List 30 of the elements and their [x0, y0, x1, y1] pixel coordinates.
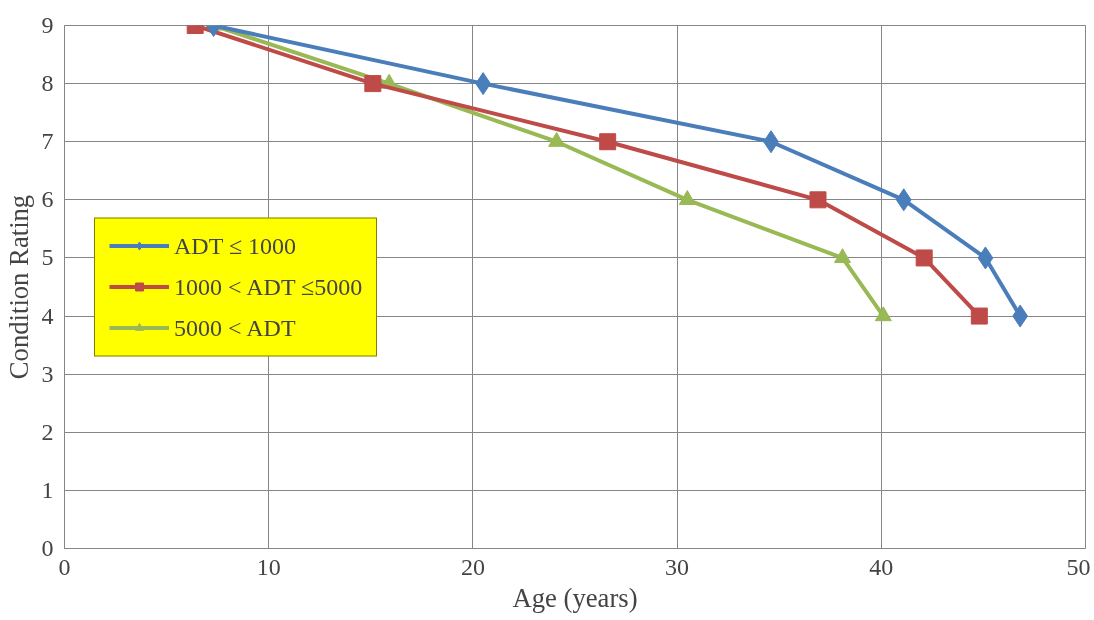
point: [809, 191, 827, 209]
point: [834, 248, 851, 264]
x-tick-label: 10: [256, 553, 281, 580]
x-tick-label: 20: [460, 553, 485, 580]
y-tick-label: 5: [41, 244, 54, 271]
y-tick-label: 3: [41, 360, 54, 387]
y-tick-label: 6: [41, 186, 54, 213]
point: [977, 246, 994, 270]
x-axis-title: Age (years): [512, 582, 638, 613]
point: [874, 306, 892, 322]
y-tick-label: 8: [41, 70, 54, 97]
x-tick-label: 0: [58, 553, 71, 580]
y-tick-label: 1: [41, 476, 54, 503]
x-tick-label: 50: [1066, 553, 1091, 580]
legend-label: ADT ≤ 1000: [174, 232, 297, 259]
point: [970, 307, 988, 325]
legend-label: 5000 < ADT: [174, 314, 296, 341]
y-tick-label: 4: [41, 302, 54, 329]
point: [895, 188, 912, 212]
y-axis-title: Condition Rating: [3, 194, 34, 380]
y-tick-label: 2: [41, 418, 54, 445]
point: [599, 133, 617, 151]
y-tick-label: 9: [41, 12, 54, 38]
point: [915, 249, 933, 267]
point: [364, 75, 382, 93]
x-tick-label: 30: [665, 553, 690, 580]
x-tick-label: 40: [869, 553, 894, 580]
y-tick-label: 0: [41, 535, 54, 561]
legend-label: 1000 < ADT ≤5000: [174, 273, 363, 300]
y-tick-label: 7: [41, 128, 54, 155]
